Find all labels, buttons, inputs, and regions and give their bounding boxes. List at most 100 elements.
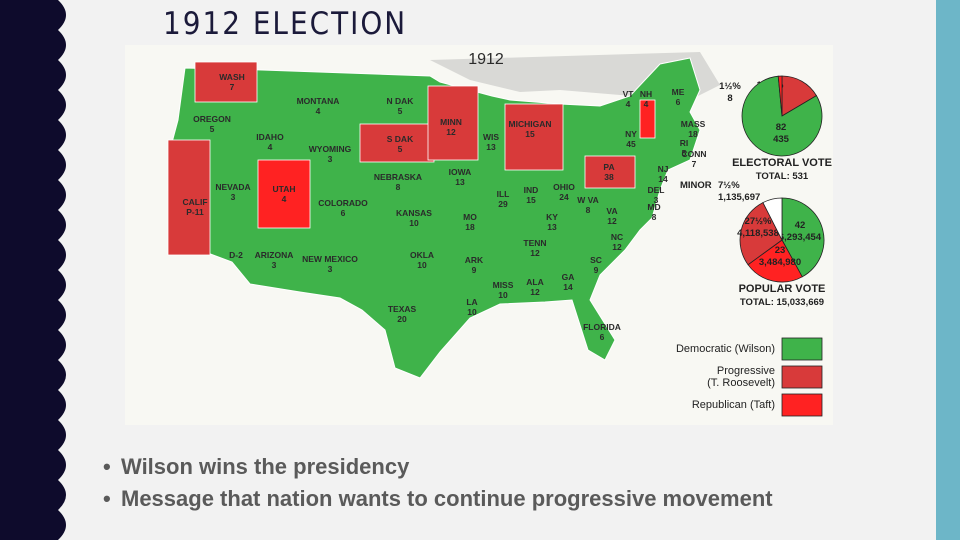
pie-total: TOTAL: 531 <box>756 171 809 182</box>
slice-share: 7½% <box>718 180 740 191</box>
state-name: ARIZONA <box>255 250 294 260</box>
slice-share: 1½% <box>719 81 741 92</box>
state-area <box>257 159 311 229</box>
state-name: MISS <box>493 280 514 290</box>
state-name: DEL <box>648 185 665 195</box>
right-band <box>936 0 960 540</box>
state-name: ARK <box>465 255 484 265</box>
state-votes: 13 <box>455 177 465 187</box>
state-votes: 5 <box>682 148 687 158</box>
state-votes: P-11 <box>186 207 204 217</box>
state-votes: 45 <box>626 139 636 149</box>
state-name: MASS <box>681 119 706 129</box>
state-name: GA <box>562 272 575 282</box>
state-area <box>639 99 656 139</box>
state-name: NEVADA <box>215 182 250 192</box>
state-votes: 12 <box>446 127 456 137</box>
state-votes: 4 <box>268 142 273 152</box>
state-votes: 6 <box>600 332 605 342</box>
state-votes: 10 <box>467 307 477 317</box>
state-votes: 10 <box>498 290 508 300</box>
state-area <box>167 139 211 256</box>
state-votes: 6 <box>676 97 681 107</box>
bullet-dot: • <box>103 486 111 511</box>
state-votes: 5 <box>210 124 215 134</box>
state-votes: 6 <box>341 208 346 218</box>
bullet-text: Wilson wins the presidency <box>121 454 410 479</box>
state-votes: 9 <box>472 265 477 275</box>
state-name: MD <box>647 202 660 212</box>
state-votes: 20 <box>397 314 407 324</box>
slice-share: 82 <box>776 122 787 133</box>
state-name: W VA <box>577 195 599 205</box>
state-name: S DAK <box>387 134 414 144</box>
pie-slice <box>747 239 803 283</box>
state-votes: 4 <box>282 194 287 204</box>
left-band <box>0 0 66 540</box>
legend-label: Republican (Taft) <box>692 399 775 411</box>
state-name: NJ <box>658 164 669 174</box>
state-votes: 18 <box>688 129 698 139</box>
pie-title: POPULAR VOTE <box>739 283 826 295</box>
state-area <box>359 123 435 163</box>
state-name: MICHIGAN <box>509 119 552 129</box>
state-name: NEBRASKA <box>374 172 422 182</box>
slice-votes: 1,135,697 <box>718 192 760 203</box>
state-votes: 5 <box>398 106 403 116</box>
state-name: KANSAS <box>396 208 432 218</box>
state-votes: 4 <box>626 99 631 109</box>
states: WASH7OREGON5CALIFP-11D-2NEVADA3IDAHO4MON… <box>167 61 707 342</box>
state-name: RI <box>680 138 689 148</box>
state-votes: 3 <box>328 264 333 274</box>
state-votes: 15 <box>525 129 535 139</box>
legend-swatch <box>781 337 823 361</box>
slide-title: 1912 ELECTION <box>163 6 407 42</box>
state-area <box>584 155 636 189</box>
state-name: UTAH <box>273 184 296 194</box>
state-votes: 4 <box>644 99 649 109</box>
slice-share: 42 <box>795 220 806 231</box>
state-votes: 38 <box>604 172 614 182</box>
pie-title: ELECTORAL VOTE <box>732 157 832 169</box>
slice-votes: 3,484,980 <box>759 257 801 268</box>
state-name: IOWA <box>449 167 472 177</box>
state-votes: 12 <box>612 242 622 252</box>
state-area <box>504 103 564 171</box>
state-votes: 14 <box>658 174 668 184</box>
state-votes: 29 <box>498 199 508 209</box>
slice-name: MINOR <box>680 180 712 191</box>
state-name: ME <box>672 87 685 97</box>
state-name: TENN <box>523 238 546 248</box>
slice-votes: 8 <box>727 93 732 104</box>
slice-share: 27½% <box>745 216 772 227</box>
state-votes: 12 <box>607 216 617 226</box>
state-name: MINN <box>440 117 462 127</box>
state-name: NC <box>611 232 623 242</box>
pie-slice <box>739 202 783 266</box>
state-votes: 10 <box>409 218 419 228</box>
state-votes: 8 <box>396 182 401 192</box>
state-name: CALIF <box>182 197 207 207</box>
state-votes-extra: D-2 <box>229 250 243 260</box>
state-area <box>427 85 479 161</box>
state-name: MO <box>463 212 477 222</box>
state-votes: 18 <box>465 222 475 232</box>
state-name: IDAHO <box>256 132 284 142</box>
state-votes: 8 <box>586 205 591 215</box>
state-votes: 3 <box>328 154 333 164</box>
state-name: N DAK <box>387 96 415 106</box>
slice-votes: 6,293,454 <box>779 232 822 243</box>
map-title: 1912 <box>468 51 504 68</box>
state-votes: 3 <box>272 260 277 270</box>
state-name: WYOMING <box>309 144 352 154</box>
state-name: LA <box>466 297 477 307</box>
pie-slice <box>781 197 825 278</box>
state-name: FLORIDA <box>583 322 621 332</box>
state-name: NEW MEXICO <box>302 254 358 264</box>
state-name: TEXAS <box>388 304 417 314</box>
state-votes: 14 <box>563 282 573 292</box>
state-votes: 10 <box>417 260 427 270</box>
state-name: NY <box>625 129 637 139</box>
